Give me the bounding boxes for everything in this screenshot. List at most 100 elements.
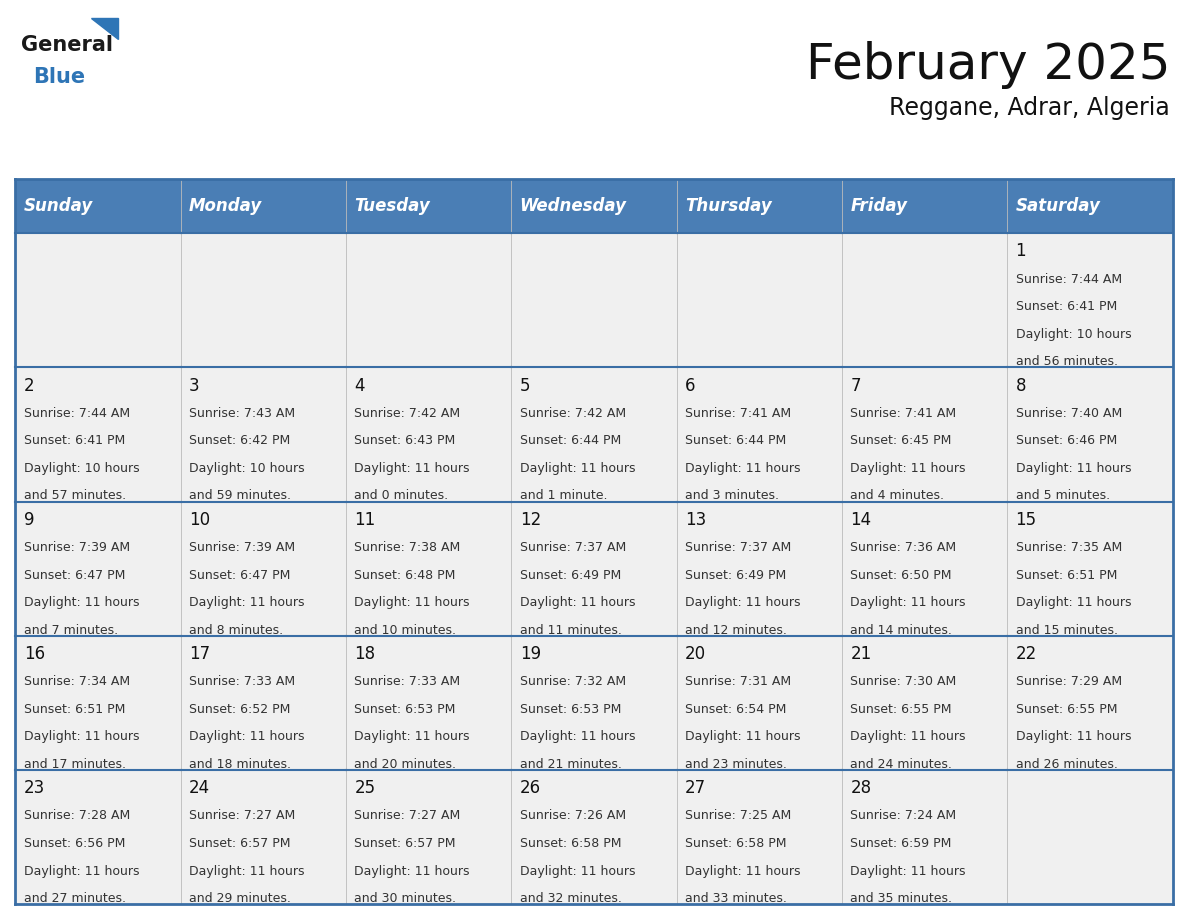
Text: General: General [21, 35, 113, 55]
Text: Sunset: 6:47 PM: Sunset: 6:47 PM [24, 568, 125, 582]
Bar [15, 179, 181, 233]
Text: Sunset: 6:55 PM: Sunset: 6:55 PM [851, 703, 952, 716]
Text: Daylight: 11 hours: Daylight: 11 hours [24, 731, 139, 744]
Text: and 5 minutes.: and 5 minutes. [1016, 489, 1110, 502]
Text: Sunset: 6:53 PM: Sunset: 6:53 PM [519, 703, 621, 716]
Text: and 1 minute.: and 1 minute. [519, 489, 607, 502]
Bar [842, 233, 1007, 367]
Text: Sunrise: 7:33 AM: Sunrise: 7:33 AM [354, 676, 461, 688]
Text: Sunrise: 7:42 AM: Sunrise: 7:42 AM [354, 407, 461, 420]
Text: Daylight: 11 hours: Daylight: 11 hours [851, 731, 966, 744]
Text: Daylight: 11 hours: Daylight: 11 hours [189, 731, 304, 744]
Text: Sunrise: 7:39 AM: Sunrise: 7:39 AM [189, 541, 295, 554]
Text: and 26 minutes.: and 26 minutes. [1016, 758, 1118, 771]
Text: Daylight: 11 hours: Daylight: 11 hours [189, 865, 304, 878]
Bar [842, 636, 1007, 770]
Text: Sunrise: 7:42 AM: Sunrise: 7:42 AM [519, 407, 626, 420]
Bar [677, 501, 842, 636]
Bar [181, 501, 346, 636]
Text: Daylight: 11 hours: Daylight: 11 hours [519, 731, 636, 744]
Text: Sunset: 6:53 PM: Sunset: 6:53 PM [354, 703, 456, 716]
Text: 1: 1 [1016, 242, 1026, 261]
Text: 12: 12 [519, 510, 541, 529]
Bar [181, 770, 346, 904]
Bar [346, 636, 511, 770]
Text: Sunset: 6:47 PM: Sunset: 6:47 PM [189, 568, 290, 582]
Bar [511, 233, 677, 367]
Text: Sunrise: 7:41 AM: Sunrise: 7:41 AM [685, 407, 791, 420]
Text: 5: 5 [519, 376, 530, 395]
Text: and 4 minutes.: and 4 minutes. [851, 489, 944, 502]
Bar [511, 367, 677, 501]
Text: and 17 minutes.: and 17 minutes. [24, 758, 126, 771]
Bar [15, 233, 181, 367]
Bar [15, 636, 181, 770]
Text: Daylight: 11 hours: Daylight: 11 hours [519, 596, 636, 610]
Text: and 0 minutes.: and 0 minutes. [354, 489, 449, 502]
Text: and 8 minutes.: and 8 minutes. [189, 623, 283, 637]
Text: Daylight: 11 hours: Daylight: 11 hours [519, 865, 636, 878]
Text: 7: 7 [851, 376, 861, 395]
Text: Sunset: 6:59 PM: Sunset: 6:59 PM [851, 837, 952, 850]
Text: Daylight: 10 hours: Daylight: 10 hours [189, 462, 304, 475]
Text: Daylight: 11 hours: Daylight: 11 hours [519, 462, 636, 475]
Text: and 11 minutes.: and 11 minutes. [519, 623, 621, 637]
Text: Sunset: 6:42 PM: Sunset: 6:42 PM [189, 434, 290, 447]
Text: Daylight: 11 hours: Daylight: 11 hours [354, 865, 470, 878]
Bar [181, 636, 346, 770]
Bar [1007, 501, 1173, 636]
Text: and 27 minutes.: and 27 minutes. [24, 892, 126, 905]
Bar [346, 501, 511, 636]
Bar [511, 770, 677, 904]
Text: Sunset: 6:44 PM: Sunset: 6:44 PM [519, 434, 621, 447]
Text: 18: 18 [354, 645, 375, 663]
Text: and 32 minutes.: and 32 minutes. [519, 892, 621, 905]
Bar [1007, 367, 1173, 501]
Text: Sunset: 6:50 PM: Sunset: 6:50 PM [851, 568, 952, 582]
Text: Sunrise: 7:34 AM: Sunrise: 7:34 AM [24, 676, 129, 688]
Text: and 12 minutes.: and 12 minutes. [685, 623, 786, 637]
Text: Daylight: 11 hours: Daylight: 11 hours [685, 462, 801, 475]
Bar [842, 770, 1007, 904]
Text: Sunset: 6:56 PM: Sunset: 6:56 PM [24, 837, 125, 850]
Text: Sunrise: 7:35 AM: Sunrise: 7:35 AM [1016, 541, 1121, 554]
Text: Sunset: 6:55 PM: Sunset: 6:55 PM [1016, 703, 1117, 716]
Text: Reggane, Adrar, Algeria: Reggane, Adrar, Algeria [890, 96, 1170, 120]
Text: Sunset: 6:52 PM: Sunset: 6:52 PM [189, 703, 290, 716]
Text: Thursday: Thursday [685, 197, 772, 215]
Bar [181, 233, 346, 367]
Text: 4: 4 [354, 376, 365, 395]
Text: Daylight: 11 hours: Daylight: 11 hours [354, 462, 470, 475]
Text: Sunset: 6:58 PM: Sunset: 6:58 PM [685, 837, 786, 850]
Text: 25: 25 [354, 779, 375, 797]
Text: Sunset: 6:48 PM: Sunset: 6:48 PM [354, 568, 456, 582]
Bar [1007, 636, 1173, 770]
Text: Sunset: 6:51 PM: Sunset: 6:51 PM [1016, 568, 1117, 582]
Text: and 18 minutes.: and 18 minutes. [189, 758, 291, 771]
Text: Daylight: 11 hours: Daylight: 11 hours [354, 731, 470, 744]
Text: Daylight: 11 hours: Daylight: 11 hours [24, 596, 139, 610]
Text: Daylight: 11 hours: Daylight: 11 hours [851, 596, 966, 610]
Text: Sunrise: 7:41 AM: Sunrise: 7:41 AM [851, 407, 956, 420]
Text: February 2025: February 2025 [805, 41, 1170, 89]
Text: Sunset: 6:57 PM: Sunset: 6:57 PM [189, 837, 291, 850]
Text: and 23 minutes.: and 23 minutes. [685, 758, 786, 771]
Bar [1007, 179, 1173, 233]
Text: Sunset: 6:41 PM: Sunset: 6:41 PM [1016, 300, 1117, 313]
Bar [511, 501, 677, 636]
Text: 8: 8 [1016, 376, 1026, 395]
Text: 9: 9 [24, 510, 34, 529]
Text: Wednesday: Wednesday [519, 197, 626, 215]
Text: Sunset: 6:46 PM: Sunset: 6:46 PM [1016, 434, 1117, 447]
Text: Monday: Monday [189, 197, 263, 215]
Bar [346, 179, 511, 233]
Text: Sunset: 6:43 PM: Sunset: 6:43 PM [354, 434, 456, 447]
Text: 24: 24 [189, 779, 210, 797]
Bar [181, 179, 346, 233]
Text: Sunrise: 7:25 AM: Sunrise: 7:25 AM [685, 810, 791, 823]
Text: and 56 minutes.: and 56 minutes. [1016, 355, 1118, 368]
Text: Daylight: 11 hours: Daylight: 11 hours [1016, 731, 1131, 744]
Text: 19: 19 [519, 645, 541, 663]
Text: Sunrise: 7:38 AM: Sunrise: 7:38 AM [354, 541, 461, 554]
Bar [842, 367, 1007, 501]
